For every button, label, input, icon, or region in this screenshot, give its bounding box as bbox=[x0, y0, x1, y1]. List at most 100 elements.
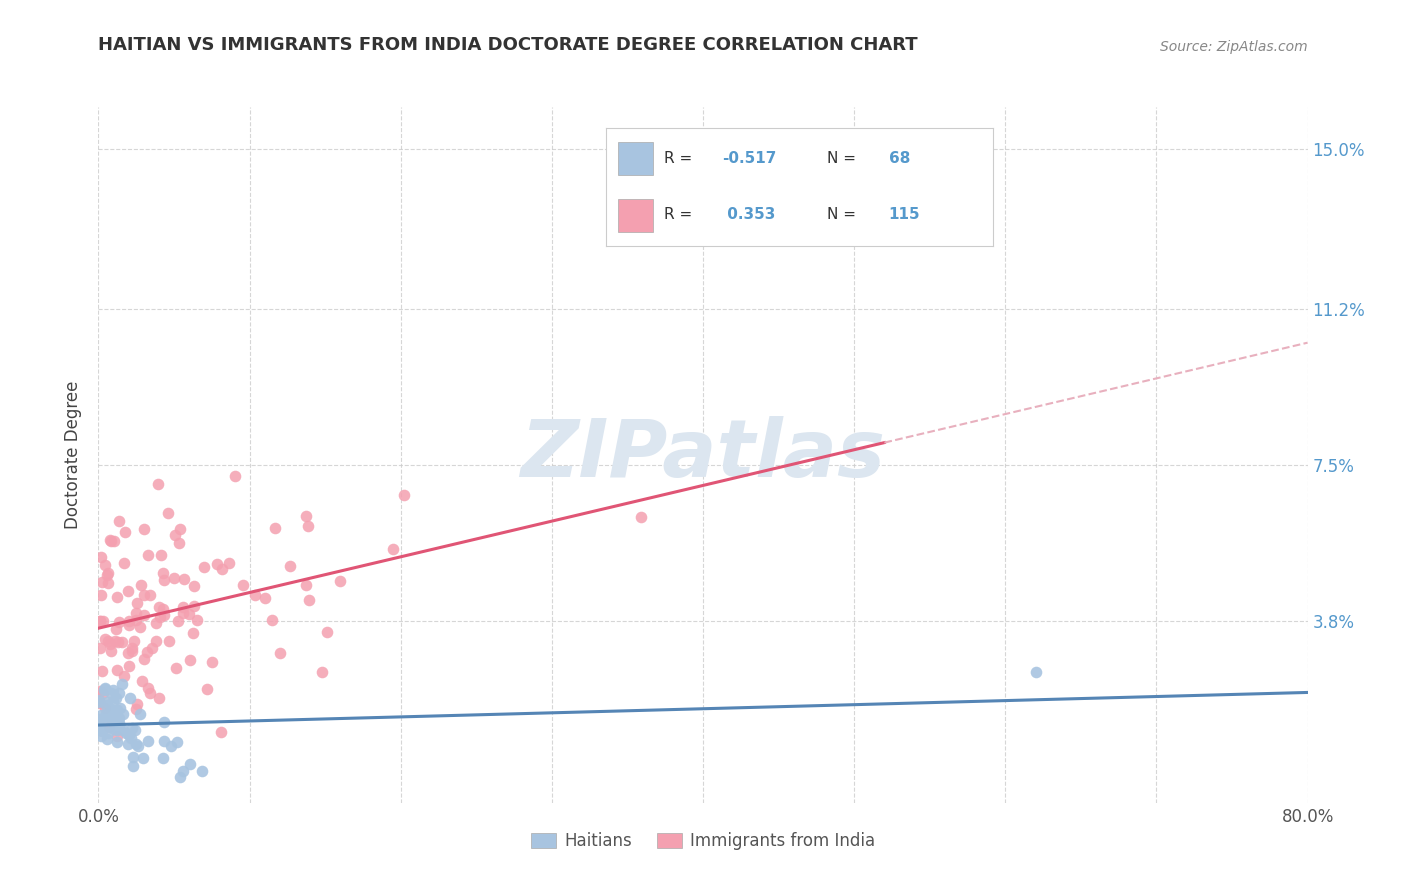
Point bbox=[87, 695, 110, 709]
Point bbox=[153, 573, 176, 587]
Point bbox=[128, 706, 150, 721]
Point bbox=[132, 522, 155, 536]
Point bbox=[105, 590, 128, 604]
Point bbox=[381, 542, 404, 557]
Point bbox=[153, 715, 176, 730]
Point bbox=[117, 646, 139, 660]
Point bbox=[125, 701, 148, 715]
Point bbox=[132, 751, 155, 765]
Point bbox=[104, 721, 127, 735]
Point bbox=[108, 686, 131, 700]
Point bbox=[108, 514, 131, 528]
Point bbox=[157, 633, 180, 648]
Text: Source: ZipAtlas.com: Source: ZipAtlas.com bbox=[1160, 39, 1308, 54]
Point bbox=[148, 610, 170, 624]
Point bbox=[104, 707, 127, 722]
Point bbox=[121, 643, 143, 657]
Point bbox=[105, 622, 128, 636]
Point bbox=[111, 707, 134, 722]
Point bbox=[89, 723, 111, 737]
Point bbox=[107, 716, 129, 731]
Point bbox=[101, 694, 124, 708]
Point bbox=[98, 720, 121, 734]
Point bbox=[103, 534, 125, 549]
Point bbox=[103, 721, 125, 735]
Point bbox=[112, 723, 135, 737]
Point bbox=[98, 533, 121, 548]
Point bbox=[218, 556, 240, 570]
Point bbox=[94, 698, 117, 712]
Point bbox=[105, 729, 128, 743]
Point bbox=[94, 707, 117, 722]
Point bbox=[172, 764, 194, 778]
Text: HAITIAN VS IMMIGRANTS FROM INDIA DOCTORATE DEGREE CORRELATION CHART: HAITIAN VS IMMIGRANTS FROM INDIA DOCTORA… bbox=[98, 36, 918, 54]
Point bbox=[97, 708, 120, 723]
Point bbox=[97, 566, 120, 581]
Point bbox=[117, 584, 139, 599]
Point bbox=[100, 713, 122, 727]
Point bbox=[169, 771, 191, 785]
Point bbox=[269, 647, 291, 661]
Point bbox=[179, 607, 201, 622]
Text: ZIPatlas: ZIPatlas bbox=[520, 416, 886, 494]
Point bbox=[179, 756, 201, 771]
Point bbox=[145, 615, 167, 630]
Point bbox=[124, 723, 146, 737]
Point bbox=[152, 733, 174, 747]
Point bbox=[245, 588, 267, 602]
Point bbox=[132, 652, 155, 666]
Point bbox=[118, 618, 141, 632]
Point bbox=[89, 684, 111, 698]
Point bbox=[104, 691, 127, 706]
Point bbox=[107, 634, 129, 648]
Point bbox=[136, 681, 159, 696]
Point bbox=[90, 588, 112, 602]
Point bbox=[100, 702, 122, 716]
Point bbox=[110, 677, 132, 691]
Point bbox=[112, 556, 135, 570]
Point bbox=[125, 606, 148, 620]
Point bbox=[193, 559, 215, 574]
Point bbox=[91, 614, 114, 628]
Point bbox=[150, 548, 173, 562]
Point bbox=[122, 759, 145, 773]
Point bbox=[146, 477, 169, 491]
Point bbox=[114, 725, 136, 739]
Point bbox=[186, 613, 208, 627]
Point bbox=[111, 635, 134, 649]
Point bbox=[127, 739, 149, 754]
Point bbox=[96, 731, 118, 746]
Point bbox=[97, 712, 120, 726]
Point bbox=[108, 701, 131, 715]
Point bbox=[165, 528, 187, 542]
Point bbox=[134, 608, 156, 623]
Point bbox=[195, 681, 218, 696]
Point bbox=[125, 737, 148, 751]
Point bbox=[278, 559, 301, 574]
Point bbox=[91, 664, 114, 678]
Point bbox=[90, 708, 112, 723]
Point bbox=[260, 614, 283, 628]
Point bbox=[105, 723, 128, 737]
Point bbox=[179, 653, 201, 667]
Point bbox=[163, 571, 186, 585]
Point bbox=[630, 509, 652, 524]
Point bbox=[254, 591, 277, 605]
Point bbox=[191, 764, 214, 779]
Point bbox=[117, 727, 139, 741]
Point bbox=[89, 615, 111, 629]
Point bbox=[295, 578, 318, 592]
Point bbox=[100, 706, 122, 720]
Point bbox=[209, 724, 232, 739]
Point bbox=[93, 558, 115, 573]
Point bbox=[105, 735, 128, 749]
Point bbox=[141, 640, 163, 655]
Point bbox=[132, 588, 155, 602]
Point bbox=[173, 573, 195, 587]
Point bbox=[90, 574, 112, 589]
Point bbox=[152, 566, 174, 580]
Point bbox=[93, 681, 115, 696]
Point bbox=[224, 469, 246, 483]
Point bbox=[166, 615, 188, 629]
Point bbox=[264, 520, 287, 534]
